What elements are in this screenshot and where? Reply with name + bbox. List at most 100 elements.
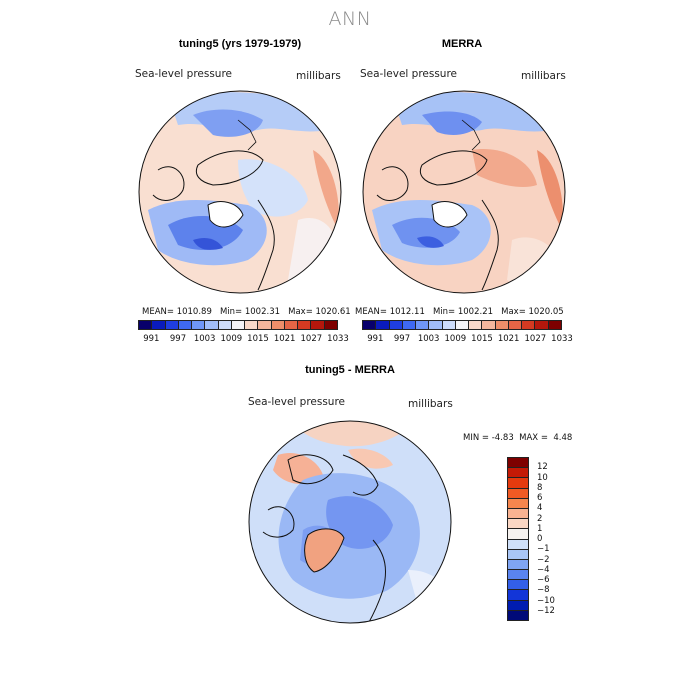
colorbar-swatch [324, 321, 337, 329]
min-label: MIN = [463, 433, 490, 443]
field-label-diff: Sea-level pressure [248, 396, 346, 408]
positive-anomaly [273, 452, 323, 485]
panel-title-model: tuning5 (yrs 1979-1979) [178, 38, 302, 50]
page-title: ANN [328, 8, 372, 30]
colorbar-swatch [535, 321, 549, 329]
colorbar-swatch [508, 321, 523, 329]
colorbar-swatch [192, 321, 206, 329]
colorbar-swatch [508, 468, 528, 479]
min-value: -4.83 [491, 433, 514, 443]
colorbar-swatch [508, 559, 528, 571]
colorbar-swatch [508, 498, 528, 509]
colorbar-tick-label: 6 [537, 493, 543, 503]
colorbar-swatch [508, 610, 528, 620]
colorbar-tick-label: 8 [537, 482, 543, 493]
colorbar-tick-label: 0 [537, 534, 543, 544]
colorbar-tick-label: 1033 [327, 334, 349, 344]
colorbar-model [138, 320, 338, 330]
colorbar-swatch [548, 321, 561, 329]
colorbar-swatch [416, 321, 430, 329]
colorbar-tick-label: 1009 [220, 334, 243, 344]
colorbar-tick-label: −10 [537, 595, 555, 606]
colorbar-tick-label: 991 [143, 334, 160, 344]
coastline [461, 119, 481, 151]
colorbar-swatch [363, 321, 377, 329]
coastline [257, 199, 275, 291]
colorbar-swatch [508, 590, 528, 601]
colorbar-swatch [376, 321, 390, 329]
colorbar-swatch [482, 321, 496, 329]
colorbar-tick-label: 1003 [193, 334, 216, 344]
colorbar-swatch [508, 539, 528, 550]
min-max-readout: MIN = -4.83 MAX = 4.48 [463, 433, 572, 443]
colorbar-tick-label: 1021 [273, 334, 296, 344]
icelandic-low-center [417, 236, 444, 248]
colorbar-tick-label: −4 [537, 564, 550, 575]
colorbar-swatch [508, 570, 528, 581]
colorbar-swatch [402, 321, 417, 329]
greenland-positive-anomaly [304, 528, 345, 573]
colorbar-swatch [205, 321, 219, 329]
icelandic-low-center [193, 237, 223, 250]
colorbar-ticks-model: 991 997 1003 1009 1015 1021 1027 1033 [138, 334, 349, 346]
stats-model: MEAN= 1010.89 Min= 1002.31 Max= 1020.61 [142, 307, 351, 317]
map-boundary [362, 90, 566, 294]
colorbar-diff [507, 457, 529, 621]
colorbar-tick-label: 12 [537, 462, 548, 473]
colorbar-swatch [298, 321, 312, 329]
colorbar-swatch [258, 321, 272, 329]
coastline [152, 166, 185, 201]
colorbar-merra [362, 320, 562, 330]
colorbar-swatch [284, 321, 299, 329]
colorbar-swatch [469, 321, 483, 329]
high-pressure-region [472, 149, 537, 187]
units-label-merra: millibars [521, 70, 566, 82]
coastline [237, 119, 257, 151]
colorbar-swatch [508, 600, 528, 611]
colorbar-tick-label: −8 [537, 585, 550, 596]
colorbar-swatch [442, 321, 456, 329]
colorbar-swatch [508, 458, 528, 469]
coastline [367, 539, 386, 623]
colorbar-swatch [455, 321, 470, 329]
units-label-model: millibars [296, 70, 341, 82]
coastline [342, 454, 379, 496]
colorbar-tick-label: 2 [537, 513, 543, 524]
colorbar-swatch [508, 488, 528, 499]
colorbar-swatch [389, 321, 403, 329]
colorbar-tick-label: 10 [537, 472, 548, 483]
low-pressure-core [193, 109, 263, 137]
colorbar-tick-label: 1015 [247, 334, 269, 344]
colorbar-swatch [152, 321, 166, 329]
colorbar-tick-label: 997 [393, 334, 411, 344]
map-boundary [138, 90, 342, 294]
colorbar-ticks-merra: 991 997 1003 1009 1015 1021 1027 1033 [362, 334, 573, 346]
colorbar-tick-label: 997 [169, 334, 187, 344]
high-pressure-region [313, 150, 339, 230]
colorbar-swatch [165, 321, 179, 329]
low-pressure-region [238, 159, 308, 217]
positive-anomaly [348, 448, 393, 469]
colorbar-tick-label: 1027 [300, 334, 323, 344]
colorbar-swatch [508, 478, 528, 489]
colorbar-swatch [522, 321, 536, 329]
colorbar-swatch [508, 519, 528, 530]
merra-slp-map [362, 90, 566, 294]
colorbar-tick-label: −12 [537, 605, 555, 616]
colorbar-swatch [311, 321, 325, 329]
field-label-model: Sea-level pressure [135, 68, 233, 80]
colorbar-tick-label: 1027 [524, 334, 547, 344]
colorbar-swatch [508, 580, 528, 591]
greenland-outline [431, 201, 468, 228]
colorbar-swatch [508, 508, 528, 520]
colorbar-swatch [178, 321, 193, 329]
field-label-merra: Sea-level pressure [360, 68, 458, 80]
coastline [262, 506, 295, 538]
diff-slp-map [248, 420, 452, 624]
colorbar-tick-label: 4 [537, 503, 543, 514]
low-pressure-core [422, 111, 482, 135]
colorbar-swatch [231, 321, 246, 329]
colorbar-tick-label: −2 [537, 554, 550, 565]
coastline [419, 150, 488, 186]
colorbar-swatch [271, 321, 285, 329]
